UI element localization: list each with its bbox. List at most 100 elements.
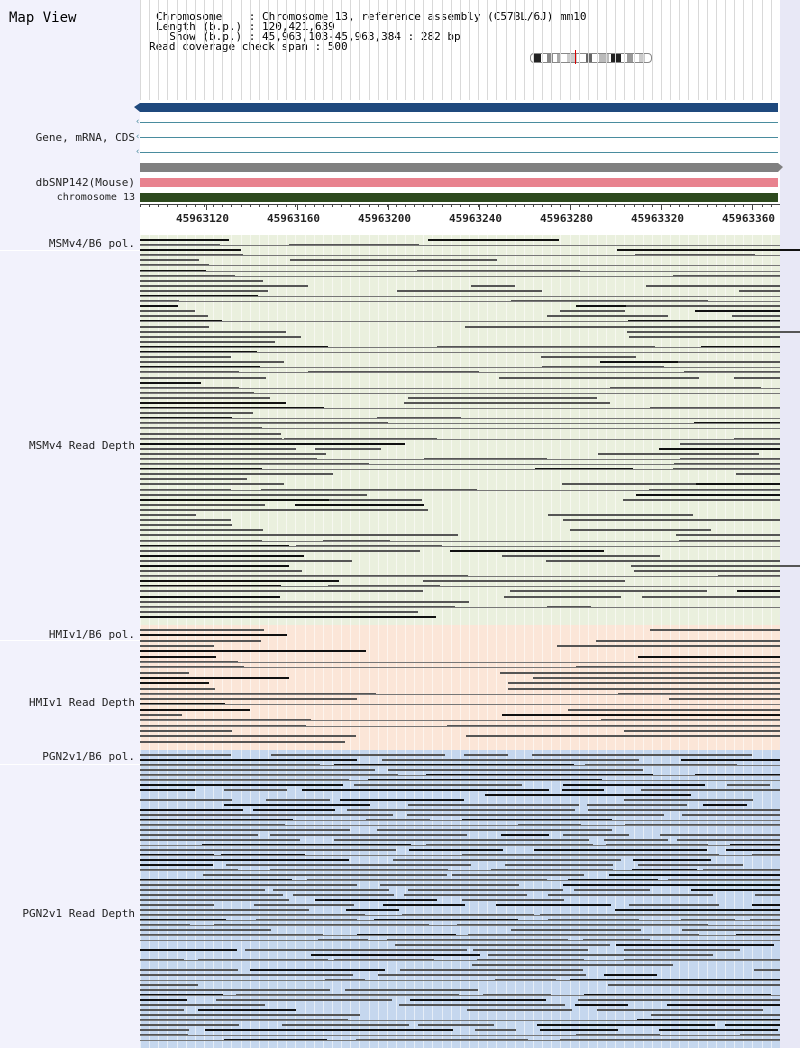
sequence-read[interactable] bbox=[140, 377, 266, 379]
sequence-read[interactable] bbox=[140, 839, 300, 841]
sequence-read[interactable] bbox=[575, 1004, 628, 1006]
sequence-read[interactable] bbox=[395, 944, 610, 946]
sequence-read[interactable] bbox=[140, 884, 357, 886]
sequence-read[interactable] bbox=[464, 754, 508, 756]
sequence-read[interactable] bbox=[636, 494, 780, 496]
pgn2v1-read-panel[interactable] bbox=[140, 750, 780, 1048]
sequence-read[interactable] bbox=[508, 682, 780, 684]
sequence-read[interactable] bbox=[578, 999, 780, 1001]
sequence-read[interactable] bbox=[714, 565, 780, 567]
sequence-read[interactable] bbox=[140, 650, 366, 652]
sequence-read[interactable] bbox=[624, 730, 780, 732]
sequence-read[interactable] bbox=[140, 799, 232, 801]
sequence-read[interactable] bbox=[502, 555, 660, 557]
sequence-read[interactable] bbox=[380, 884, 519, 886]
sequence-read[interactable] bbox=[140, 555, 304, 557]
sequence-read[interactable] bbox=[676, 534, 780, 536]
sequence-read[interactable] bbox=[140, 453, 326, 455]
sequence-read[interactable] bbox=[140, 656, 216, 658]
sequence-read[interactable] bbox=[465, 326, 668, 328]
sequence-read[interactable] bbox=[570, 529, 711, 531]
sequence-read[interactable] bbox=[735, 249, 780, 251]
chromosome-ideogram[interactable] bbox=[530, 53, 652, 63]
sequence-read[interactable] bbox=[140, 483, 284, 485]
sequence-read[interactable] bbox=[140, 984, 198, 986]
sequence-read[interactable] bbox=[245, 949, 467, 951]
sequence-read[interactable] bbox=[726, 849, 780, 851]
sequence-read[interactable] bbox=[347, 809, 575, 811]
sequence-read[interactable] bbox=[563, 884, 780, 886]
sequence-read[interactable] bbox=[226, 864, 471, 866]
sequence-read[interactable] bbox=[562, 789, 604, 791]
sequence-read[interactable] bbox=[140, 550, 420, 552]
sequence-read[interactable] bbox=[532, 754, 752, 756]
gene-bar[interactable] bbox=[140, 103, 778, 112]
mrna-line-1[interactable] bbox=[140, 122, 778, 123]
sequence-read[interactable] bbox=[140, 290, 268, 292]
sequence-read[interactable] bbox=[340, 799, 464, 801]
sequence-read[interactable] bbox=[732, 315, 780, 317]
sequence-read[interactable] bbox=[140, 645, 214, 647]
sequence-read[interactable] bbox=[306, 443, 405, 445]
sequence-read[interactable] bbox=[140, 473, 333, 475]
sequence-read[interactable] bbox=[140, 341, 275, 343]
sequence-read[interactable] bbox=[563, 834, 629, 836]
sequence-read[interactable] bbox=[629, 904, 719, 906]
sequence-read[interactable] bbox=[560, 310, 625, 312]
sequence-read[interactable] bbox=[140, 904, 214, 906]
sequence-read[interactable] bbox=[641, 789, 780, 791]
hmiv1-read-panel[interactable] bbox=[140, 625, 780, 750]
sequence-read[interactable] bbox=[140, 789, 195, 791]
sequence-read[interactable] bbox=[140, 285, 308, 287]
sequence-read[interactable] bbox=[140, 560, 352, 562]
sequence-read[interactable] bbox=[510, 590, 707, 592]
sequence-read[interactable] bbox=[140, 259, 199, 261]
sequence-read[interactable] bbox=[216, 999, 392, 1001]
sequence-read[interactable] bbox=[739, 290, 780, 292]
sequence-read[interactable] bbox=[140, 709, 250, 711]
mrna-line-3[interactable] bbox=[140, 152, 778, 153]
sequence-read[interactable] bbox=[140, 899, 289, 901]
sequence-read[interactable] bbox=[540, 1029, 618, 1031]
sequence-read[interactable] bbox=[140, 909, 309, 911]
sequence-read[interactable] bbox=[548, 894, 713, 896]
msmv4-read-panel[interactable] bbox=[140, 235, 800, 625]
sequence-read[interactable] bbox=[410, 999, 546, 1001]
sequence-read[interactable] bbox=[140, 433, 281, 435]
sequence-read[interactable] bbox=[682, 814, 780, 816]
sequence-read[interactable] bbox=[383, 904, 465, 906]
sequence-read[interactable] bbox=[423, 580, 625, 582]
sequence-read[interactable] bbox=[409, 849, 503, 851]
sequence-read[interactable] bbox=[691, 889, 780, 891]
sequence-read[interactable] bbox=[140, 741, 345, 743]
dbsnp-gray-bar[interactable] bbox=[140, 163, 778, 172]
sequence-read[interactable] bbox=[504, 596, 621, 598]
sequence-read[interactable] bbox=[273, 889, 389, 891]
sequence-read[interactable] bbox=[428, 239, 559, 241]
sequence-read[interactable] bbox=[205, 1029, 453, 1031]
sequence-read[interactable] bbox=[562, 483, 705, 485]
sequence-read[interactable] bbox=[140, 590, 423, 592]
sequence-read[interactable] bbox=[315, 899, 437, 901]
sequence-read[interactable] bbox=[140, 929, 271, 931]
sequence-read[interactable] bbox=[646, 285, 780, 287]
sequence-read[interactable] bbox=[574, 889, 650, 891]
sequence-read[interactable] bbox=[140, 239, 229, 241]
sequence-read[interactable] bbox=[604, 839, 668, 841]
sequence-read[interactable] bbox=[224, 804, 370, 806]
sequence-read[interactable] bbox=[397, 290, 542, 292]
sequence-read[interactable] bbox=[140, 859, 349, 861]
sequence-read[interactable] bbox=[471, 285, 515, 287]
sequence-read[interactable] bbox=[140, 356, 231, 358]
sequence-read[interactable] bbox=[271, 754, 445, 756]
sequence-read[interactable] bbox=[254, 904, 354, 906]
sequence-read[interactable] bbox=[499, 377, 699, 379]
sequence-read[interactable] bbox=[140, 714, 182, 716]
sequence-read[interactable] bbox=[650, 629, 780, 631]
sequence-read[interactable] bbox=[638, 656, 780, 658]
sequence-read[interactable] bbox=[588, 809, 780, 811]
sequence-read[interactable] bbox=[290, 259, 497, 261]
sequence-read[interactable] bbox=[399, 1004, 565, 1006]
sequence-read[interactable] bbox=[727, 784, 770, 786]
sequence-read[interactable] bbox=[140, 524, 232, 526]
